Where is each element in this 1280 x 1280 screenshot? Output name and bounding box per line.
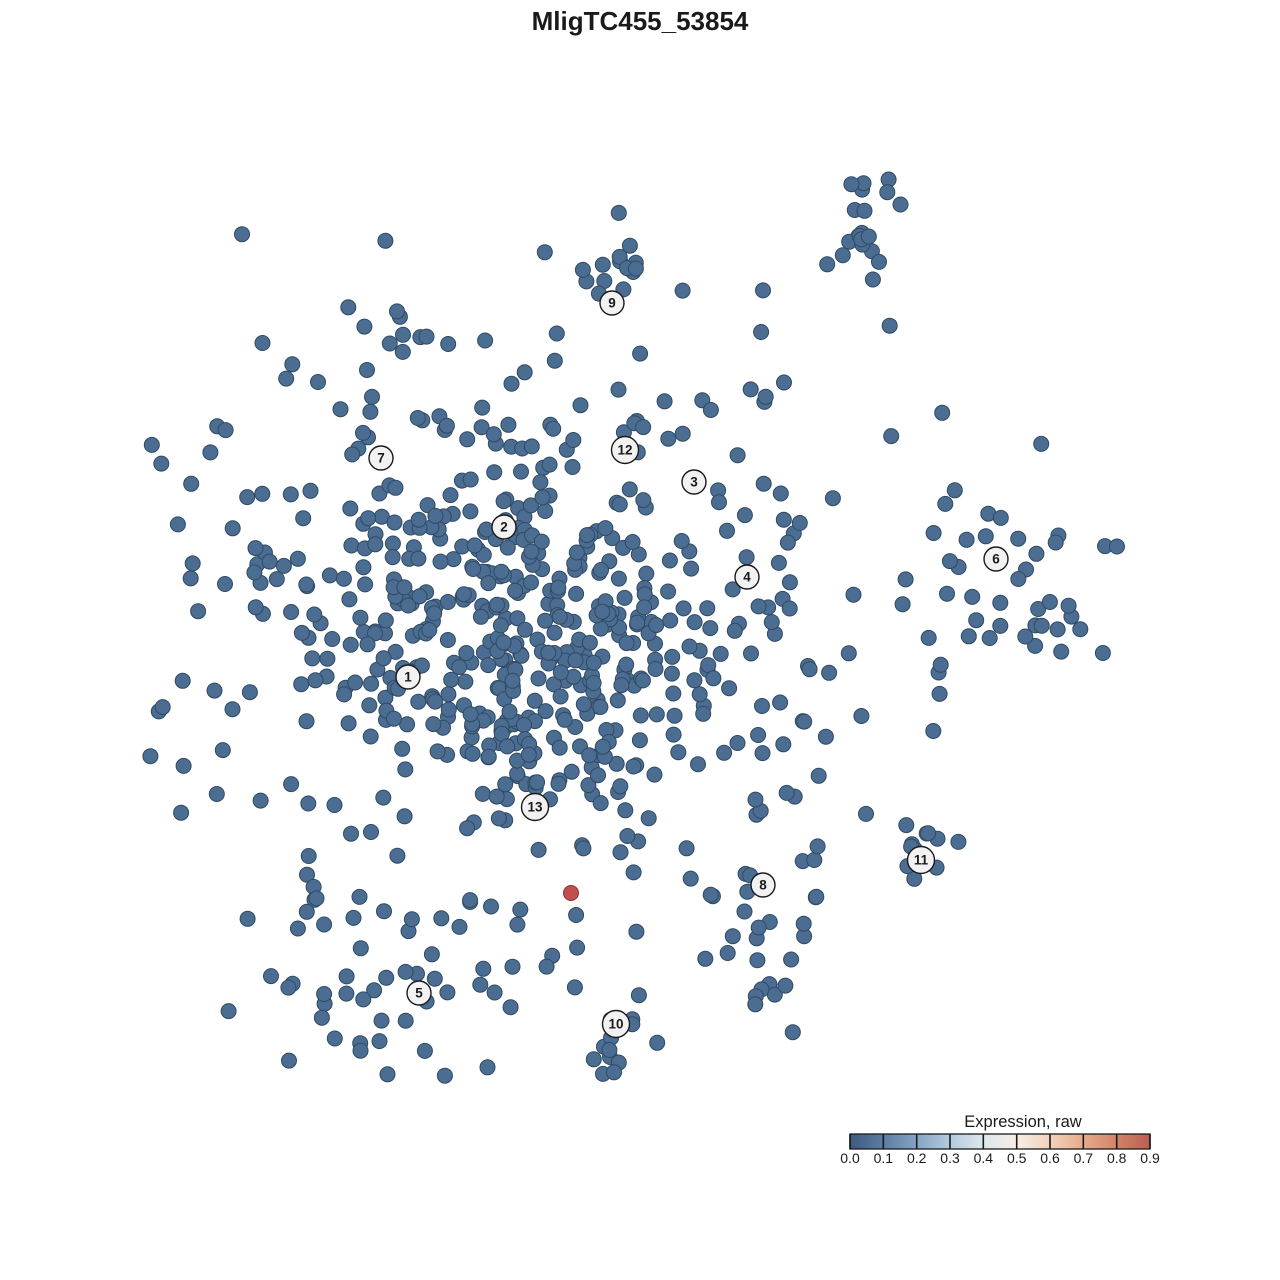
svg-text:9: 9 [608, 296, 616, 311]
svg-text:0.5: 0.5 [1007, 1150, 1027, 1166]
svg-text:10: 10 [608, 1017, 623, 1032]
svg-text:13: 13 [527, 800, 543, 815]
svg-text:0.8: 0.8 [1107, 1150, 1127, 1166]
svg-text:0.6: 0.6 [1040, 1150, 1060, 1166]
svg-text:0.7: 0.7 [1074, 1150, 1094, 1166]
svg-text:8: 8 [759, 878, 767, 893]
svg-text:5: 5 [415, 986, 423, 1001]
svg-text:12: 12 [617, 443, 632, 458]
svg-text:0.9: 0.9 [1140, 1150, 1160, 1166]
svg-text:0.2: 0.2 [907, 1150, 927, 1166]
svg-text:4: 4 [743, 570, 751, 585]
svg-text:1: 1 [404, 670, 412, 685]
svg-text:6: 6 [992, 552, 1000, 567]
svg-text:7: 7 [377, 451, 385, 466]
svg-text:3: 3 [690, 475, 698, 490]
svg-text:0.0: 0.0 [840, 1150, 860, 1166]
svg-text:0.4: 0.4 [974, 1150, 994, 1166]
svg-text:0.3: 0.3 [940, 1150, 960, 1166]
svg-text:0.1: 0.1 [874, 1150, 894, 1166]
svg-text:2: 2 [500, 520, 508, 535]
svg-text:Expression, raw: Expression, raw [964, 1113, 1081, 1131]
svg-text:11: 11 [914, 853, 929, 868]
